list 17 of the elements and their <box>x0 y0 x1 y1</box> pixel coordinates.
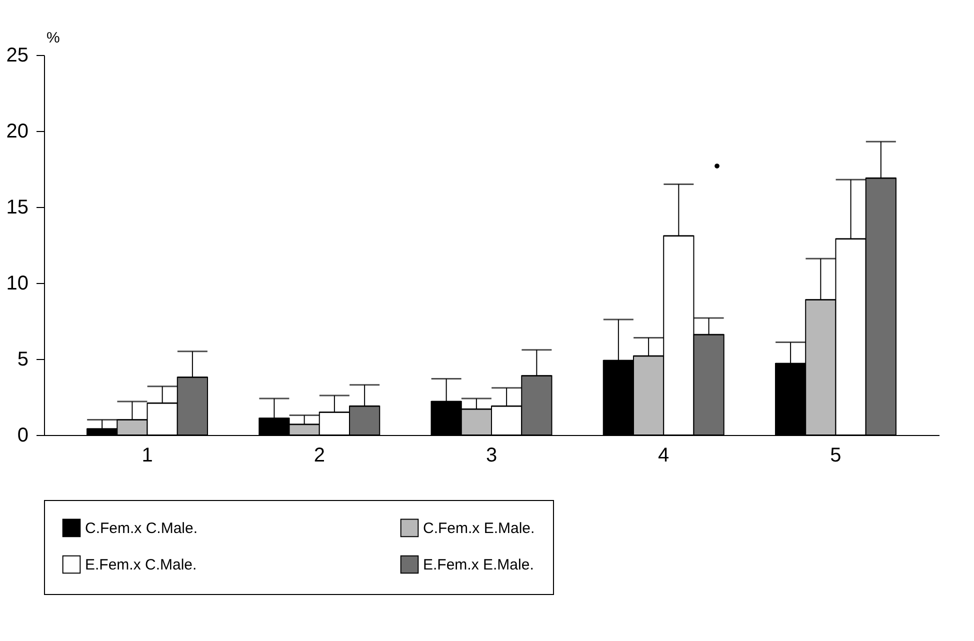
x-tick-label: 2 <box>314 444 325 466</box>
y-tick-label: 10 <box>6 272 28 294</box>
annotation: • <box>714 156 720 176</box>
x-tick-label: 3 <box>486 444 498 466</box>
legend-label: E.Fem.x E.Male. <box>423 556 534 574</box>
legend-label: C.Fem.x C.Male. <box>85 520 198 537</box>
y-tick-label: 15 <box>6 196 28 218</box>
y-tick-label: 25 <box>6 44 28 66</box>
x-tick-label: 1 <box>142 444 153 466</box>
legend-label: C.Fem.x E.Male. <box>423 520 535 537</box>
legend-label: E.Fem.x C.Male. <box>85 556 197 574</box>
x-tick-label: 5 <box>830 444 842 466</box>
y-tick-label: 0 <box>17 424 28 446</box>
y-tick-label: 5 <box>17 348 28 370</box>
x-tick-label: 4 <box>658 444 670 466</box>
y-axis-title: % <box>46 30 60 46</box>
y-tick-label: 20 <box>6 120 28 142</box>
